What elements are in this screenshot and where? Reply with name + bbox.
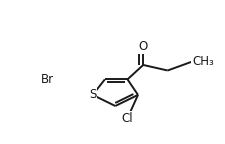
Text: CH₃: CH₃ bbox=[192, 55, 214, 68]
Text: Br: Br bbox=[41, 73, 54, 86]
Text: Br: Br bbox=[41, 73, 54, 86]
Text: Cl: Cl bbox=[122, 112, 133, 125]
Text: O: O bbox=[139, 40, 148, 53]
Text: S: S bbox=[89, 88, 96, 101]
